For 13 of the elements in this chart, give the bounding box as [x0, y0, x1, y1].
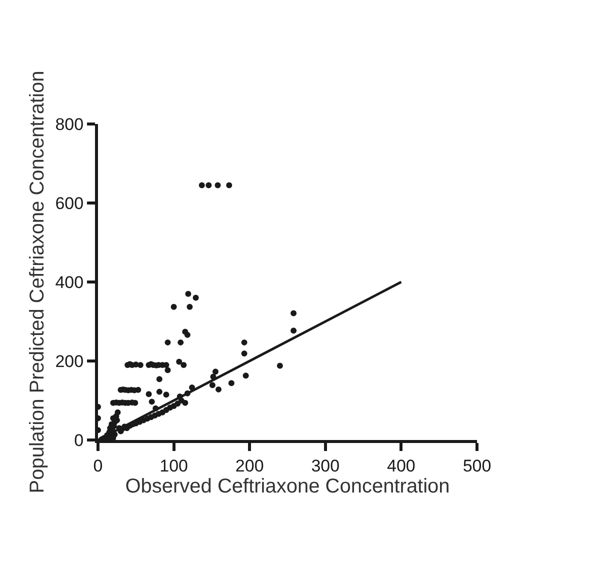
y-tick-label: 600	[55, 194, 84, 213]
x-tick-label: 200	[235, 456, 264, 476]
x-tick-label: 100	[160, 456, 188, 476]
y-axis-title: Population Predicted Ceftriaxone Concentration	[26, 70, 49, 494]
y-tick-label: 0	[74, 430, 84, 450]
y-tick-label: 400	[55, 272, 84, 292]
x-tick-label: 0	[93, 456, 103, 476]
y-tick-label: 800	[55, 114, 84, 134]
x-tick-label: 500	[462, 456, 492, 476]
x-tick-label: 300	[311, 456, 340, 476]
y-tick-label: 200	[55, 352, 84, 371]
x-tick-label: 400	[387, 456, 416, 476]
x-axis-title: Observed Ceftriaxone Concentration	[125, 475, 450, 498]
